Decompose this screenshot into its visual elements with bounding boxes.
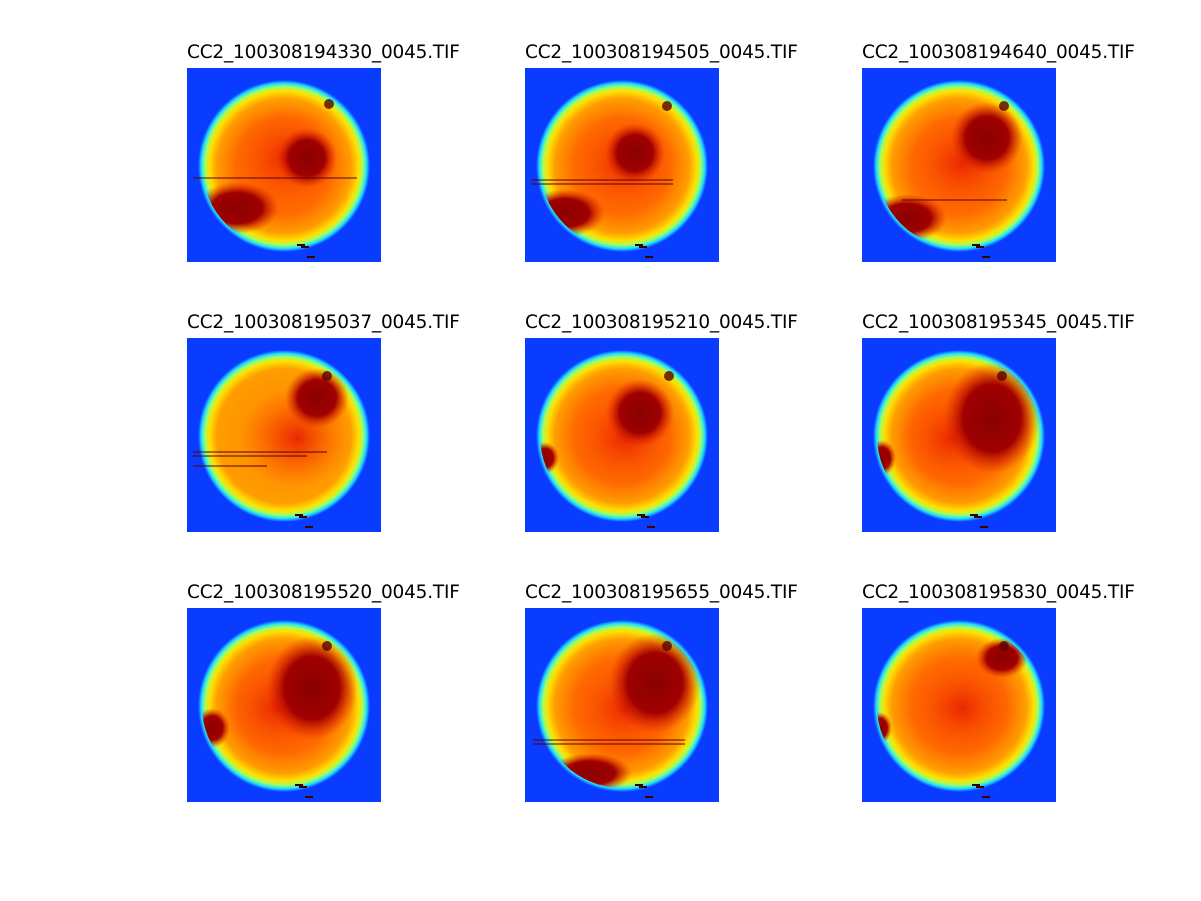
speck-artifact [645,796,653,798]
edge-notch [662,101,672,111]
image-panel-1: CC2_100308194330_0045.TIF [187,42,460,262]
hot-region [944,362,1040,474]
speck-artifact [639,246,647,248]
speck-artifact [635,784,643,786]
speck-artifact [305,796,313,798]
panel-title: CC2_100308194505_0045.TIF [525,42,798,63]
edge-notch [322,371,332,381]
hot-region [609,633,701,733]
hot-region [605,123,665,183]
image-panel-2: CC2_100308194505_0045.TIF [525,42,798,262]
edge-notch [322,641,332,651]
hot-region [285,368,349,428]
panel-title: CC2_100308195037_0045.TIF [187,312,460,333]
panel-title: CC2_100308195210_0045.TIF [525,312,798,333]
hot-region [951,102,1023,174]
thermal-image [525,608,719,802]
edge-notch [664,371,674,381]
speck-artifact [982,796,990,798]
speck-artifact [299,786,307,788]
speck-artifact [305,526,313,528]
image-panel-4: CC2_100308195037_0045.TIF [187,312,460,532]
speck-artifact [297,244,305,246]
speck-artifact [974,516,982,518]
speck-artifact [976,246,984,248]
speck-artifact [645,256,653,258]
hot-region [266,636,358,740]
hot-region [540,442,559,474]
warm-region [907,658,1017,758]
thermal-image [525,338,719,532]
image-panel-3: CC2_100308194640_0045.TIF [862,42,1135,262]
speck-artifact [972,244,980,246]
image-panel-8: CC2_100308195655_0045.TIF [525,582,798,802]
speck-artifact [647,526,655,528]
speck-artifact [976,786,984,788]
thermal-image [525,68,719,262]
hot-region [606,379,674,447]
panel-title: CC2_100308195345_0045.TIF [862,312,1135,333]
thermal-image [187,68,381,262]
panel-title: CC2_100308194640_0045.TIF [862,42,1135,63]
edge-notch [324,99,334,109]
image-panel-9: CC2_100308195830_0045.TIF [862,582,1135,802]
image-panel-5: CC2_100308195210_0045.TIF [525,312,798,532]
speck-artifact [641,516,649,518]
panel-title: CC2_100308195655_0045.TIF [525,582,798,603]
thermal-image [862,608,1056,802]
hot-region [877,440,896,476]
speck-artifact [635,244,643,246]
speck-artifact [637,514,645,516]
panel-title: CC2_100308195520_0045.TIF [187,582,460,603]
speck-artifact [299,516,307,518]
image-panel-6: CC2_100308195345_0045.TIF [862,312,1135,532]
image-panel-7: CC2_100308195520_0045.TIF [187,582,460,802]
panel-title: CC2_100308195830_0045.TIF [862,582,1135,603]
speck-artifact [972,784,980,786]
thermal-image [862,68,1056,262]
thermal-image [187,608,381,802]
speck-artifact [295,784,303,786]
hot-region [277,128,337,188]
speck-artifact [301,246,309,248]
edge-notch [997,371,1007,381]
speck-artifact [980,526,988,528]
edge-notch [999,641,1009,651]
speck-artifact [982,256,990,258]
thermal-image [187,338,381,532]
edge-notch [999,101,1009,111]
speck-artifact [307,256,315,258]
thermal-image [862,338,1056,532]
panel-title: CC2_100308194330_0045.TIF [187,42,460,63]
speck-artifact [970,514,978,516]
edge-notch [662,641,672,651]
hot-region [976,638,1028,678]
speck-artifact [639,786,647,788]
speck-artifact [295,514,303,516]
